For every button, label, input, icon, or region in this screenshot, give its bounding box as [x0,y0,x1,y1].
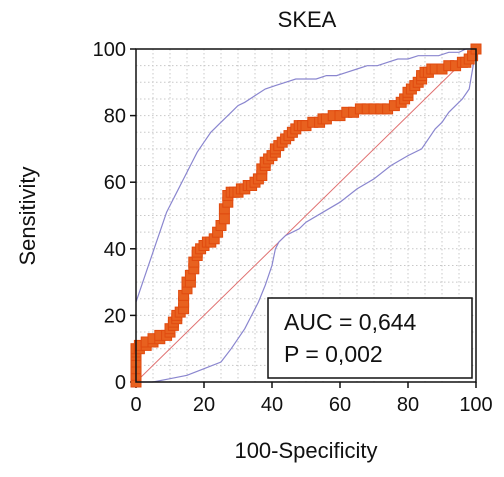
series-layer [130,43,482,388]
annotation-box-border [267,297,473,379]
auc-label: AUC = 0,644 [284,309,417,335]
x-axis-label: 100-Specificity [234,438,377,463]
y-tick-label: 80 [104,106,126,128]
diagonal-reference-line [135,48,477,383]
y-tick-label: 40 [104,239,126,261]
y-tick-label: 60 [104,172,126,194]
y-tick-label: 0 [115,372,126,394]
p-value-label: P = 0,002 [284,341,383,367]
annotation-box: AUC = 0,644 P = 0,002 [267,297,473,379]
x-tick-label: 20 [193,394,215,416]
axis-ticks: 0 20 40 60 80 100 0 20 40 60 80 100 [93,39,493,416]
ci-upper-line [135,48,476,303]
x-tick-label: 0 [130,394,141,416]
plot-border [135,48,477,383]
roc-point [218,213,230,225]
y-axis-label: Sensitivity [15,166,40,265]
y-tick-label: 20 [104,305,126,327]
x-tick-label: 60 [329,394,351,416]
x-tick-label: 100 [459,394,492,416]
ci-lower-line [136,48,477,383]
x-tick-label: 40 [261,394,283,416]
chart-title: SKEA [278,7,337,32]
y-tick-label: 100 [93,39,126,61]
plot-frame [135,48,477,383]
x-tick-label: 80 [397,394,419,416]
